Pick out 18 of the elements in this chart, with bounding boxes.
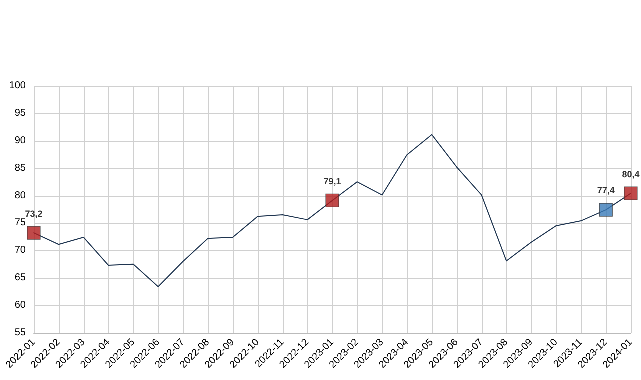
- point: [599, 203, 613, 217]
- y-tick-label: 100: [9, 80, 26, 92]
- data-label: 79,1: [324, 176, 342, 186]
- y-tick-label: 90: [14, 135, 26, 146]
- y-tick-label: 95: [14, 108, 26, 119]
- point: [624, 186, 638, 200]
- y-tick-label: 85: [14, 162, 26, 174]
- data-label: 80,4: [622, 169, 640, 180]
- point: [27, 226, 41, 240]
- y-tick-label: 70: [14, 245, 26, 256]
- data-label: 73,2: [25, 208, 43, 219]
- point: [326, 194, 340, 208]
- y-tick-label: 75: [14, 218, 26, 229]
- data-label: 77,4: [597, 186, 615, 196]
- y-tick-label: 80: [14, 190, 26, 202]
- y-tick-label: 65: [14, 272, 26, 284]
- y-tick-label: 60: [14, 300, 26, 312]
- y-tick-label: 55: [14, 328, 26, 338]
